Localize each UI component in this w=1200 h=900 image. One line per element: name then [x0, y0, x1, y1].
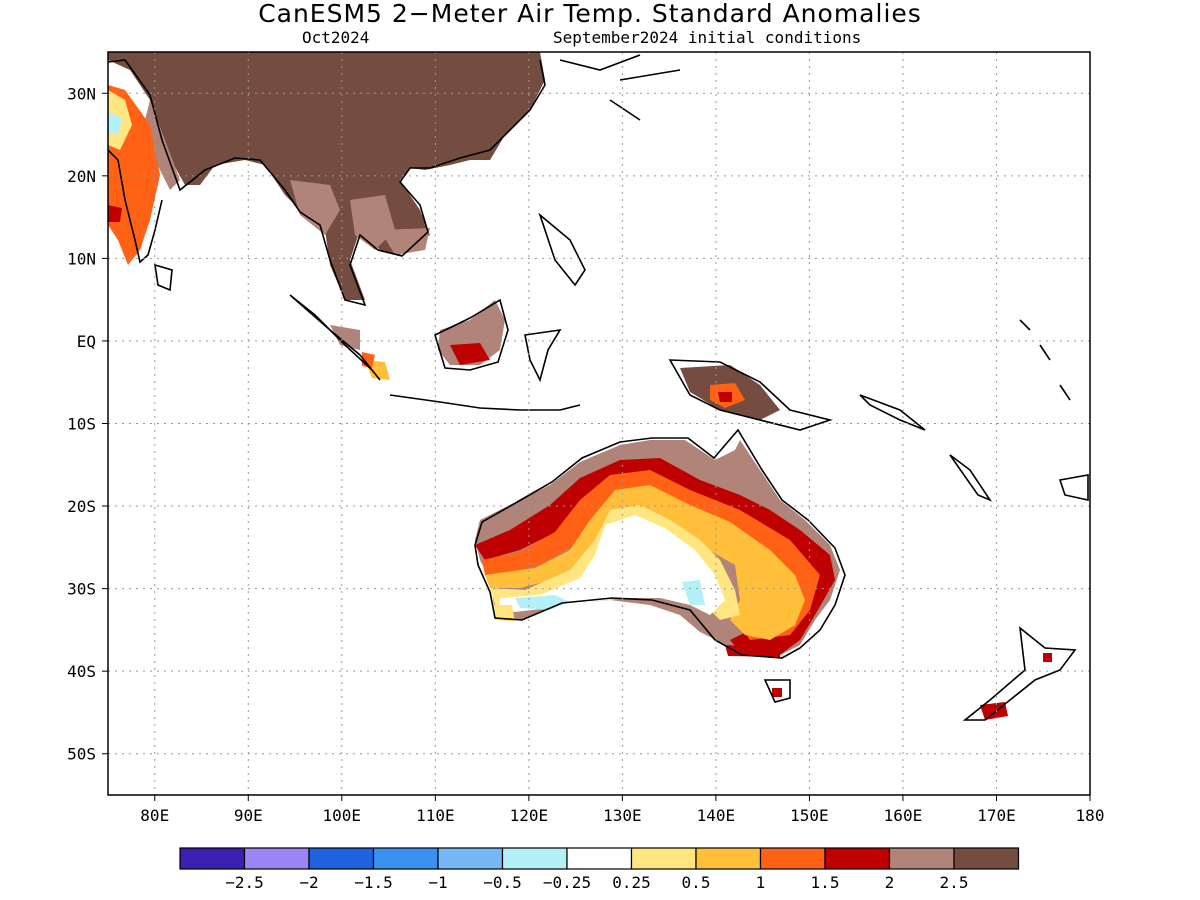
nz-hot — [980, 653, 1052, 720]
colorbar-swatch — [630, 847, 697, 870]
colorbar-swatch — [953, 847, 1020, 870]
lon-tick-label: 150E — [790, 806, 829, 825]
initial-conditions: September2024 initial conditions — [553, 28, 862, 47]
colorbar-label: 2.5 — [940, 873, 969, 892]
india-hot-core — [108, 205, 122, 222]
colorbar-label: 0.25 — [612, 873, 651, 892]
lat-tick-label: EQ — [77, 332, 96, 351]
borneo-hot-core — [450, 343, 490, 365]
lon-axis: 80E 90E 100E 110E 120E 130E 140E 150E 160E 170E 18… — [140, 795, 1104, 825]
lon-tick-label: 110E — [416, 806, 455, 825]
colorbar-swatch — [759, 847, 826, 870]
colorbar-swatch — [179, 847, 246, 870]
colorbar-label: 1 — [756, 873, 766, 892]
colorbar-label: 1.5 — [811, 873, 840, 892]
colorbar-label: −2.5 — [225, 873, 264, 892]
lon-tick-label: 90E — [234, 806, 263, 825]
lon-tick-label: 100E — [323, 806, 362, 825]
lat-tick-label: 20S — [67, 497, 96, 516]
india-cool-core — [108, 112, 122, 135]
lon-tick-label: 160E — [884, 806, 923, 825]
forecast-month: Oct2024 — [302, 28, 370, 47]
australia-very-hot — [475, 458, 835, 655]
lat-tick-label: 50S — [67, 745, 96, 764]
lat-axis: 30N 20N 10N EQ 10S 20S 30S 40S 50S — [67, 84, 108, 764]
lon-tick-label: 170E — [977, 806, 1016, 825]
australia-hot — [482, 470, 820, 640]
colorbar-swatch — [695, 847, 762, 870]
colorbar-label: −1.5 — [354, 873, 393, 892]
colorbar-label: −2 — [299, 873, 318, 892]
tasmania-hot — [772, 688, 782, 697]
colorbar-swatch — [501, 847, 568, 870]
lon-tick-label: 180 — [1076, 806, 1105, 825]
lat-tick-label: 10S — [67, 415, 96, 434]
new-guinea-core — [718, 392, 732, 402]
colorbar-swatch — [437, 847, 504, 870]
australia-neutral — [500, 515, 725, 615]
colorbar-label: 0.5 — [682, 873, 711, 892]
lat-tick-label: 10N — [67, 249, 96, 268]
lon-tick-label: 80E — [140, 806, 169, 825]
colorbar-label: −0.25 — [543, 873, 591, 892]
colorbar-swatch — [308, 847, 375, 870]
indochina-anomaly — [145, 100, 395, 250]
colorbar-swatch — [372, 847, 439, 870]
colorbar: −2.5 −2 −1.5 −1 −0.5 −0.25 0.25 0.5 1 1.5 2 2.5 — [179, 847, 1020, 892]
colorbar-swatch — [243, 847, 310, 870]
lon-tick-label: 130E — [603, 806, 642, 825]
colorbar-swatch — [888, 847, 955, 870]
lon-tick-label: 140E — [697, 806, 736, 825]
colorbar-swatch — [566, 847, 633, 870]
map-area — [108, 52, 1090, 795]
colorbar-label: −1 — [428, 873, 447, 892]
colorbar-swatch — [824, 847, 891, 870]
lat-tick-label: 40S — [67, 662, 96, 681]
lat-tick-label: 30S — [67, 580, 96, 599]
lat-tick-label: 20N — [67, 167, 96, 186]
lon-tick-label: 120E — [510, 806, 549, 825]
colorbar-label: −0.5 — [483, 873, 522, 892]
australia-cool-patch-2 — [682, 580, 705, 605]
coastlines — [108, 54, 1089, 721]
map-title: CanESM5 2−Meter Air Temp. Standard Anoma… — [258, 0, 922, 28]
lat-tick-label: 30N — [67, 84, 96, 103]
gridlines — [108, 52, 1090, 795]
australia-warm — [485, 485, 805, 640]
colorbar-label: 2 — [885, 873, 895, 892]
